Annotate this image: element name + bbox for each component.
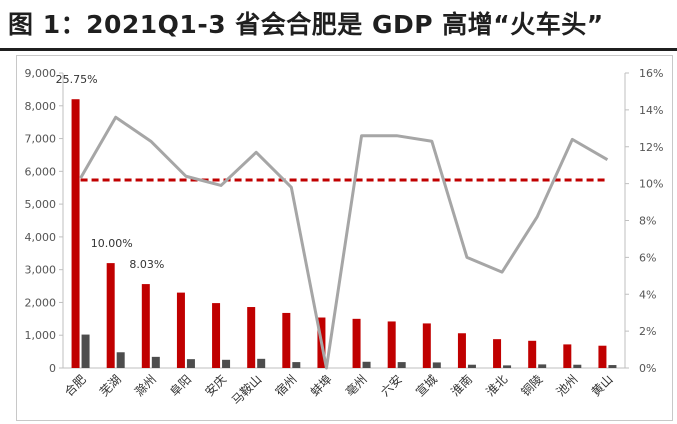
x-tick-label: 宿州	[272, 372, 300, 400]
growth-rate-line	[79, 115, 609, 370]
bar-series2-合肥	[81, 334, 90, 368]
x-tick-label: 淮北	[483, 372, 510, 399]
bar-series1-淮北	[493, 339, 502, 368]
y-right-tick-label: 16%	[639, 67, 663, 80]
data-label-芜湖: 10.00%	[91, 237, 133, 250]
title-underline	[0, 48, 677, 51]
x-tick-label: 蚌埠	[308, 372, 335, 399]
bar-series1-亳州	[352, 318, 361, 368]
bar-series2-芜湖	[116, 352, 125, 368]
labels-layer: 25.75% 10.00% 8.03%	[56, 73, 165, 271]
x-tick-label: 安庆	[202, 372, 230, 400]
bar-series1-滁州	[141, 284, 150, 368]
bar-series2-亳州	[362, 361, 371, 368]
y-left-tick-label: 1,000	[25, 329, 57, 342]
bar-series2-宿州	[292, 362, 301, 368]
bar-series1-马鞍山	[247, 307, 256, 368]
bar-series2-六安	[397, 362, 406, 368]
bar-series2-安庆	[222, 359, 231, 368]
bar-series2-宣城	[432, 362, 441, 368]
bar-series2-铜陵	[538, 364, 547, 368]
bar-series1-池州	[563, 344, 572, 368]
bar-series1-六安	[387, 321, 396, 368]
bar-series1-宣城	[422, 323, 431, 368]
y-right-tick-label: 8%	[639, 215, 656, 228]
bar-series1-芜湖	[106, 263, 115, 368]
y-left-tick-label: 0	[49, 362, 56, 375]
bar-series1-安庆	[212, 303, 221, 368]
bar-series2-淮南	[467, 364, 476, 368]
bar-series2-黄山	[608, 365, 617, 368]
x-tick-label: 六安	[377, 372, 405, 400]
x-tick-label: 黄山	[589, 372, 616, 399]
x-tick-label: 铜陵	[518, 372, 546, 400]
y-right-tick-label: 2%	[639, 325, 656, 338]
bar-series1-阜阳	[176, 292, 185, 368]
y-left-tick-label: 9,000	[25, 67, 57, 80]
y-right-tick-label: 0%	[639, 362, 656, 375]
x-tick-label: 宣城	[412, 372, 440, 400]
x-tick-label: 阜阳	[167, 372, 194, 399]
x-tick-label: 马鞍山	[228, 372, 264, 408]
y-right-tick-label: 4%	[639, 288, 656, 301]
y-right-tick-label: 12%	[639, 141, 663, 154]
chart-frame	[16, 55, 673, 421]
bar-series2-阜阳	[186, 359, 195, 368]
y-left-tick-label: 2,000	[25, 296, 57, 309]
x-tick-label: 合肥	[61, 372, 89, 400]
bar-series1-铜陵	[528, 340, 537, 368]
y-right-tick-label: 14%	[639, 104, 663, 117]
y-left-tick-label: 3,000	[25, 264, 57, 277]
x-tick-label: 滁州	[131, 372, 159, 400]
figure-title: 图 1：2021Q1-3 省会合肥是 GDP 高增“火车头”	[8, 10, 604, 39]
bar-series1-黄山	[598, 345, 607, 368]
y-left-tick-label: 5,000	[25, 198, 57, 211]
x-tick-label: 池州	[554, 372, 581, 399]
data-label-合肥: 25.75%	[56, 73, 98, 86]
bar-series2-池州	[573, 364, 582, 368]
bar-series2-淮北	[503, 365, 512, 368]
x-tick-label: 亳州	[342, 372, 370, 400]
x-tick-label: 淮南	[447, 372, 475, 400]
y-left-tick-label: 6,000	[25, 165, 57, 178]
bar-series1-合肥	[71, 99, 80, 368]
bars-layer	[71, 99, 617, 368]
bar-series1-淮南	[457, 333, 466, 368]
lines-layer	[79, 115, 609, 370]
y-left-tick-label: 8,000	[25, 100, 57, 113]
x-tick-label: 芜湖	[96, 372, 124, 400]
y-left-tick-label: 7,000	[25, 133, 57, 146]
bar-series2-滁州	[151, 356, 160, 368]
y-right-tick-label: 6%	[639, 251, 656, 264]
bar-series1-宿州	[282, 312, 291, 368]
data-label-滁州: 8.03%	[129, 258, 164, 271]
bar-series2-马鞍山	[257, 358, 266, 368]
y-right-tick-label: 10%	[639, 178, 663, 191]
y-left-tick-label: 4,000	[25, 231, 57, 244]
